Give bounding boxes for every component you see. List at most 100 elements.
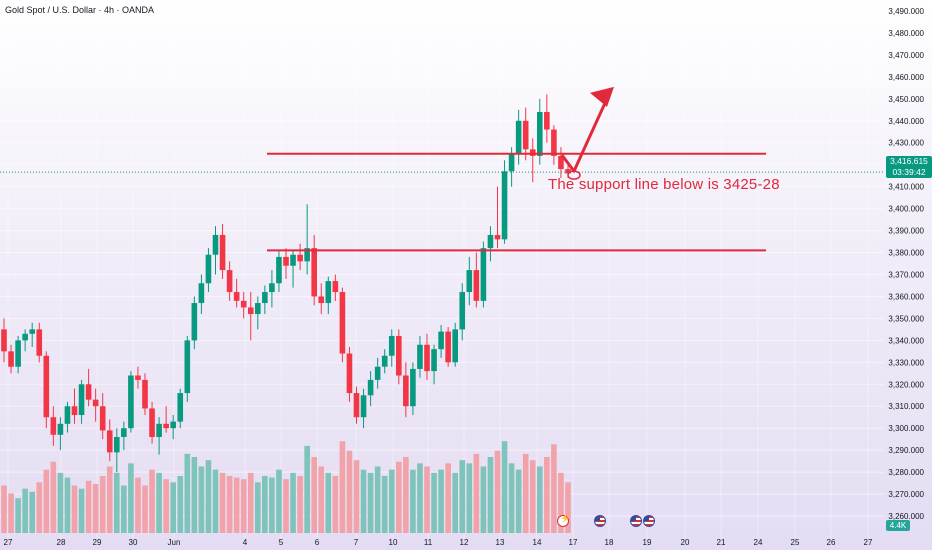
y-axis: 3,260.000 3,270.000 3,280.000 3,290.000 3,30… (888, 7, 924, 521)
x-tick-label: 7 (354, 538, 359, 547)
candle (78, 384, 85, 416)
volume-bar (480, 466, 487, 533)
candle (1, 329, 7, 352)
us-flag-icon[interactable] (594, 515, 606, 527)
candle (149, 408, 155, 437)
volume-bar (424, 466, 430, 533)
candle (487, 234, 494, 249)
x-tick-label: 11 (424, 538, 433, 547)
volume-bar (388, 469, 395, 533)
candle (353, 393, 360, 418)
flash-icon[interactable] (557, 514, 570, 527)
volume-bar (332, 476, 339, 533)
x-tick-label: 29 (93, 538, 102, 547)
x-tick-label: Jun (168, 538, 181, 547)
candle (452, 329, 458, 363)
current-price: 3,416.615 (890, 156, 928, 166)
candle (473, 270, 480, 301)
volume-bar (114, 472, 120, 533)
candle (177, 393, 184, 422)
candle (297, 254, 303, 262)
candle (36, 329, 43, 356)
x-tick-label: 13 (496, 538, 505, 547)
volume-bar (290, 472, 296, 533)
volume-bar (304, 445, 310, 533)
us-flag-icon[interactable] (630, 515, 642, 527)
y-tick-label: 3,450.000 (888, 95, 924, 104)
candle (283, 256, 289, 266)
volume-bar (374, 466, 381, 533)
volume-bar (346, 450, 353, 533)
y-tick-label: 3,410.000 (888, 183, 924, 192)
us-flag-icon[interactable] (643, 515, 655, 527)
x-tick-label: 4 (243, 538, 248, 547)
volume-bar (565, 482, 571, 533)
volume-bar (149, 469, 155, 533)
y-tick-label: 3,460.000 (888, 73, 924, 82)
y-tick-label: 3,390.000 (888, 227, 924, 236)
candle (360, 395, 367, 418)
candle (29, 329, 35, 334)
candle (184, 340, 191, 394)
forecast-arrow-line (560, 100, 608, 173)
volume-bar (544, 457, 550, 533)
y-tick-label: 3,300.000 (888, 424, 924, 433)
volume-badge: 4.4K (886, 520, 910, 531)
volume-bar (558, 472, 564, 533)
volume-bar (99, 476, 106, 533)
candle (43, 355, 50, 418)
candle (431, 349, 437, 372)
volume-bar (156, 472, 162, 533)
volume-bar (522, 453, 529, 533)
volume-bar (311, 457, 317, 533)
volume-bar (537, 466, 543, 533)
x-tick-label: 19 (643, 538, 652, 547)
y-tick-label: 3,400.000 (888, 205, 924, 214)
candle (374, 366, 381, 380)
candle (325, 281, 332, 304)
volume-bar (191, 457, 198, 533)
y-tick-label: 3,290.000 (888, 446, 924, 455)
x-tick-label: 12 (460, 538, 469, 547)
candle (565, 169, 571, 174)
candle (121, 428, 127, 437)
candle (276, 256, 282, 284)
volume-bar (198, 466, 205, 533)
y-tick-label: 3,260.000 (888, 512, 924, 521)
candle (424, 344, 430, 372)
candle (85, 384, 92, 400)
volume-bar (57, 472, 64, 533)
y-tick-label: 3,380.000 (888, 249, 924, 258)
candle (106, 430, 113, 453)
volume-bar (403, 457, 409, 533)
volume-bar (85, 480, 92, 533)
y-tick-label: 3,340.000 (888, 336, 924, 345)
volume-bar (22, 488, 28, 533)
volume-bar (551, 444, 557, 533)
candle (332, 281, 339, 293)
candle (99, 406, 106, 431)
x-tick-label: 17 (569, 538, 578, 547)
candle (15, 340, 21, 367)
volume-bar (205, 460, 212, 533)
candle (544, 111, 550, 130)
candle (219, 234, 226, 271)
candle (64, 406, 71, 424)
candle (311, 248, 317, 297)
volume-bar (177, 476, 184, 533)
x-tick-label: 20 (681, 538, 690, 547)
volume-bar (501, 441, 508, 533)
candle (50, 417, 57, 435)
candle (212, 234, 219, 255)
y-tick-label: 3,430.000 (888, 139, 924, 148)
candle (381, 355, 388, 367)
volume-bar (269, 477, 275, 533)
y-tick-label: 3,280.000 (888, 468, 924, 477)
volume-bar (438, 469, 444, 533)
candle (515, 120, 522, 154)
y-tick-label: 3,470.000 (888, 51, 924, 60)
candle (551, 129, 557, 156)
support-annotation: The support line below is 3425-28 (548, 176, 780, 193)
